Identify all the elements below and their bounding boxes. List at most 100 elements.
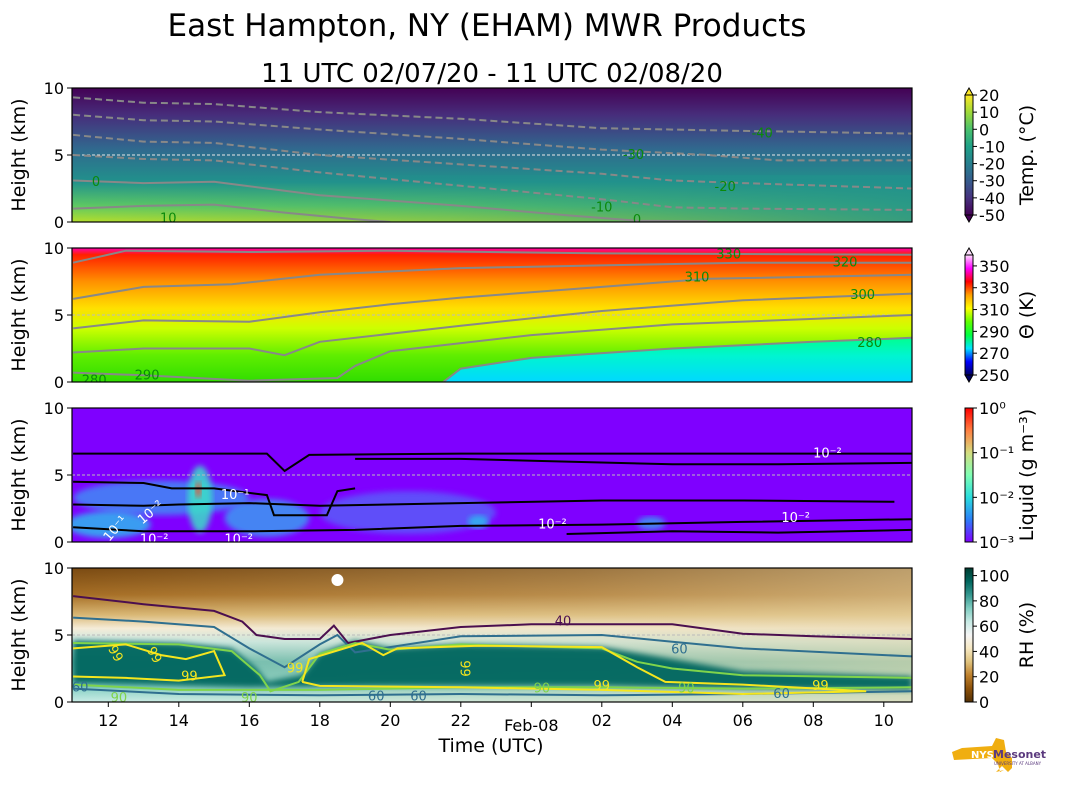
- contour-label: 99: [594, 679, 611, 694]
- x-tick-label: 14: [169, 711, 189, 730]
- colorbar-tick-label: 100: [979, 567, 1010, 586]
- colorbar-tick-label: 270: [979, 344, 1010, 363]
- colorbar-tick-label: 310: [979, 301, 1010, 320]
- liquid-water-blob: [195, 481, 202, 498]
- contour-label: 0: [633, 213, 641, 228]
- contour-label: 60: [773, 687, 790, 702]
- contour-label: 90: [111, 691, 128, 706]
- contour-label: 10⁻¹: [221, 488, 250, 503]
- colorbar-tick-label: 10⁻¹: [979, 444, 1014, 463]
- colorbar-label: Θ (K): [1016, 291, 1038, 339]
- colorbar-tick-label: 10⁰: [979, 399, 1006, 418]
- x-tick-label: 20: [380, 711, 400, 730]
- contour-label: 99: [287, 662, 304, 677]
- x-tick-label: 18: [310, 711, 330, 730]
- colorbar-tick-label: 10⁻³: [979, 533, 1014, 552]
- contour-label: -40: [752, 127, 773, 142]
- contour-label: 99: [181, 670, 198, 685]
- colorbar-tick-label: -50: [979, 206, 1005, 225]
- ny-state-shape-icon: [952, 738, 1012, 772]
- contour-line: [73, 179, 708, 222]
- nys-mesonet-logo: NYS Mesonet UNIVERSITY AT ALBANY: [952, 738, 1046, 772]
- relative-humidity-panel: 40 60 60 60 60 60 99 99 99 99 99 99 99 90 90 90 90 0 5 10 He…: [8, 559, 1038, 712]
- contour-line: [73, 616, 912, 669]
- colorbar-tick-label: -30: [979, 172, 1005, 191]
- relative-humidity-plot-area: 40 60 60 60 60 60 99 99 99 99 99 99 99 90 90 90 90: [72, 568, 912, 706]
- temperature-field-overlay: [72, 175, 912, 222]
- contour-line: [73, 641, 912, 693]
- contour-label: 10⁻²: [224, 532, 253, 547]
- contour-label: 60: [368, 690, 385, 705]
- x-tick-label: 08: [803, 711, 823, 730]
- missing-data-spot: [331, 574, 344, 587]
- colorbar-tick-label: 80: [979, 592, 999, 611]
- x-axis: 12 14 16 18 20 22 02 04 06 08 10 Feb-08: [98, 702, 894, 735]
- contour-label: -10: [591, 200, 612, 215]
- contour-line: [72, 595, 912, 645]
- contour-label: 99: [104, 643, 125, 665]
- colorbar-tick-label: -10: [979, 137, 1005, 156]
- logo-mesonet: Mesonet: [993, 748, 1046, 761]
- y-axis-label: Height (km): [8, 98, 30, 211]
- colorbar-body: [964, 567, 974, 703]
- potential-temperature-colorbar: 350 330 310 290 270 250 Θ (K): [964, 246, 1038, 385]
- liquid-water-blob: [187, 465, 213, 533]
- liquid-water-panel: 10⁻² 10⁻² 10⁻² 10⁻¹ 10⁻² 10⁻¹ 10⁻² 10⁻² 0 5 10 Heig…: [8, 399, 1038, 552]
- x-tick-label: 10: [874, 711, 894, 730]
- y-tick-label: 5: [54, 626, 64, 645]
- y-axis-label: Height (km): [8, 578, 30, 691]
- contour-label: 310: [685, 270, 710, 285]
- colorbar-tick-label: 10⁻²: [979, 488, 1014, 507]
- x-tick-label: 22: [451, 711, 471, 730]
- contour-line: [73, 452, 912, 473]
- contour-line: [73, 133, 912, 190]
- x-axis-label: Time (UTC): [437, 735, 543, 757]
- contour-line: [301, 641, 867, 696]
- colorbar-body: [964, 94, 974, 216]
- contour-line: [566, 528, 912, 535]
- contour-line: [73, 154, 912, 211]
- temperature-plot-area: -40 -30 -20 -10 0 0 10: [72, 88, 912, 228]
- saturated-region: [73, 640, 912, 690]
- contour-line: [73, 113, 912, 162]
- contour-line: [73, 314, 912, 382]
- y-tick-label: 5: [54, 146, 64, 165]
- contour-line: [72, 273, 912, 330]
- x-tick-label: 06: [733, 711, 753, 730]
- liquid-water-plot-area: 10⁻²10⁻²10⁻²10⁻¹10⁻²10⁻¹ 10⁻² 10⁻²: [72, 408, 912, 547]
- contour-label: 280: [857, 336, 882, 351]
- y-axis-label: Height (km): [8, 258, 30, 371]
- contour-line: [73, 518, 912, 533]
- contour-label: 90: [534, 682, 551, 697]
- x-tick-label: 16: [239, 711, 259, 730]
- x-date-label: Feb-08: [504, 716, 558, 735]
- colorbar-extend-max: [964, 246, 974, 256]
- contour-label: 330: [716, 248, 741, 263]
- contour-label: 90: [241, 691, 258, 706]
- contour-label: 10⁻²: [538, 518, 567, 533]
- colorbar-tick-label: -20: [979, 155, 1005, 174]
- colorbar-tick-label: 20: [979, 86, 999, 105]
- contour-label: 60: [671, 643, 688, 658]
- colorbar-extend-max: [964, 86, 974, 96]
- y-tick-label: 0: [54, 373, 64, 392]
- y-axis-label: Height (km): [8, 418, 30, 531]
- colorbar-body: [964, 407, 974, 543]
- colorbar-extend-min: [964, 214, 974, 224]
- liquid-water-blob: [224, 499, 310, 537]
- contour-line: [355, 457, 912, 466]
- cold-air-region: [443, 337, 912, 382]
- contour-line: [73, 203, 391, 222]
- contour-line: [73, 480, 356, 517]
- x-tick-label: 02: [592, 711, 612, 730]
- potential-temperature-plot-area: 330 320 310 300 280 290 280: [72, 248, 912, 389]
- colorbar-tick-label: 290: [979, 322, 1010, 341]
- y-tick-label: 10: [44, 239, 64, 258]
- liquid-water-blob: [319, 491, 497, 534]
- colorbar-tick-label: 0: [979, 120, 989, 139]
- contour-label: 280: [82, 374, 107, 389]
- y-tick-label: 0: [54, 693, 64, 712]
